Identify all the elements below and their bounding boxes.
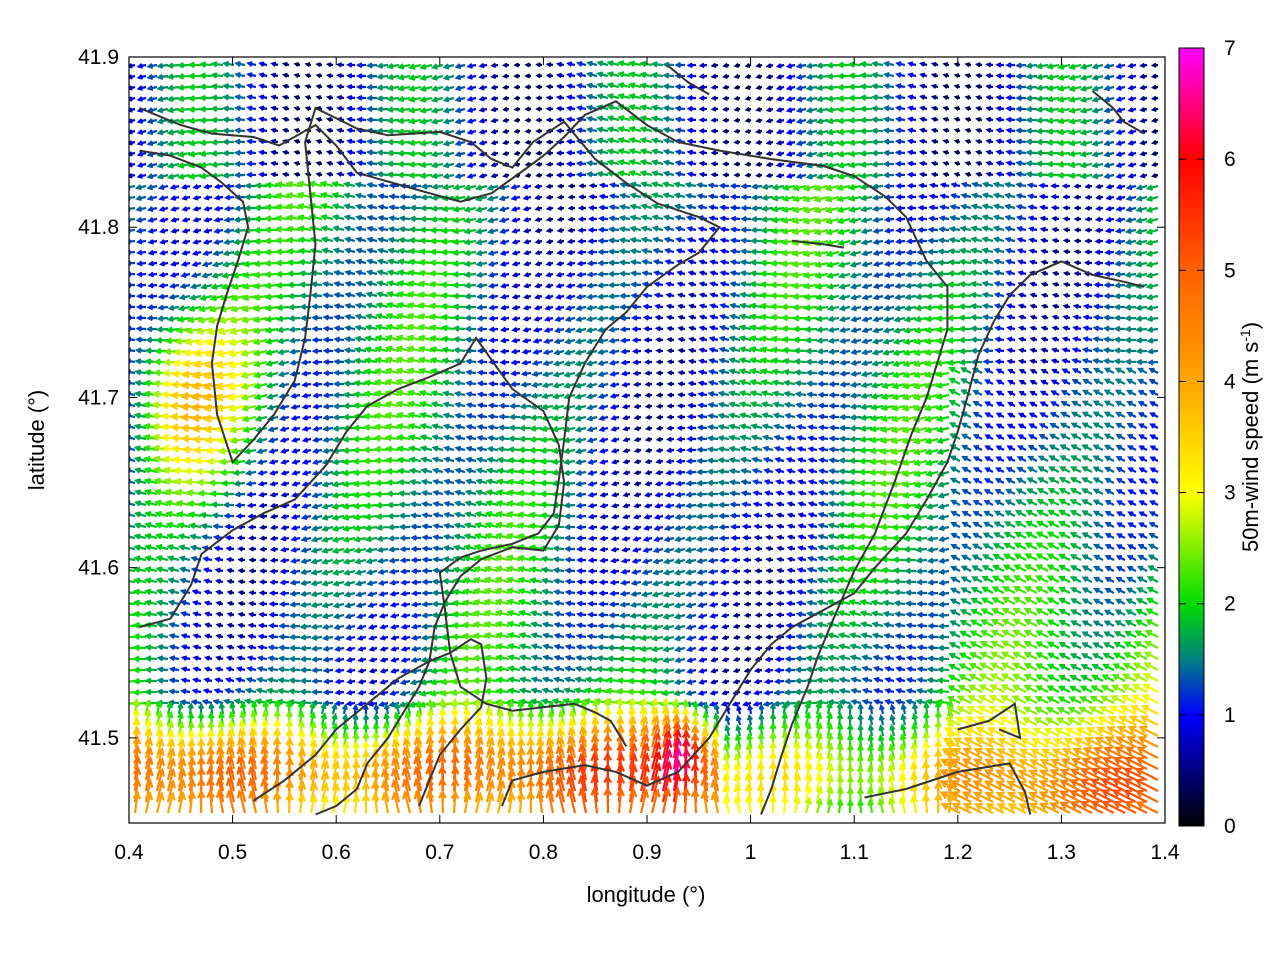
wind-vector-chart: 0.40.50.60.70.80.911.11.21.31.441.541.64… [0,0,1280,960]
